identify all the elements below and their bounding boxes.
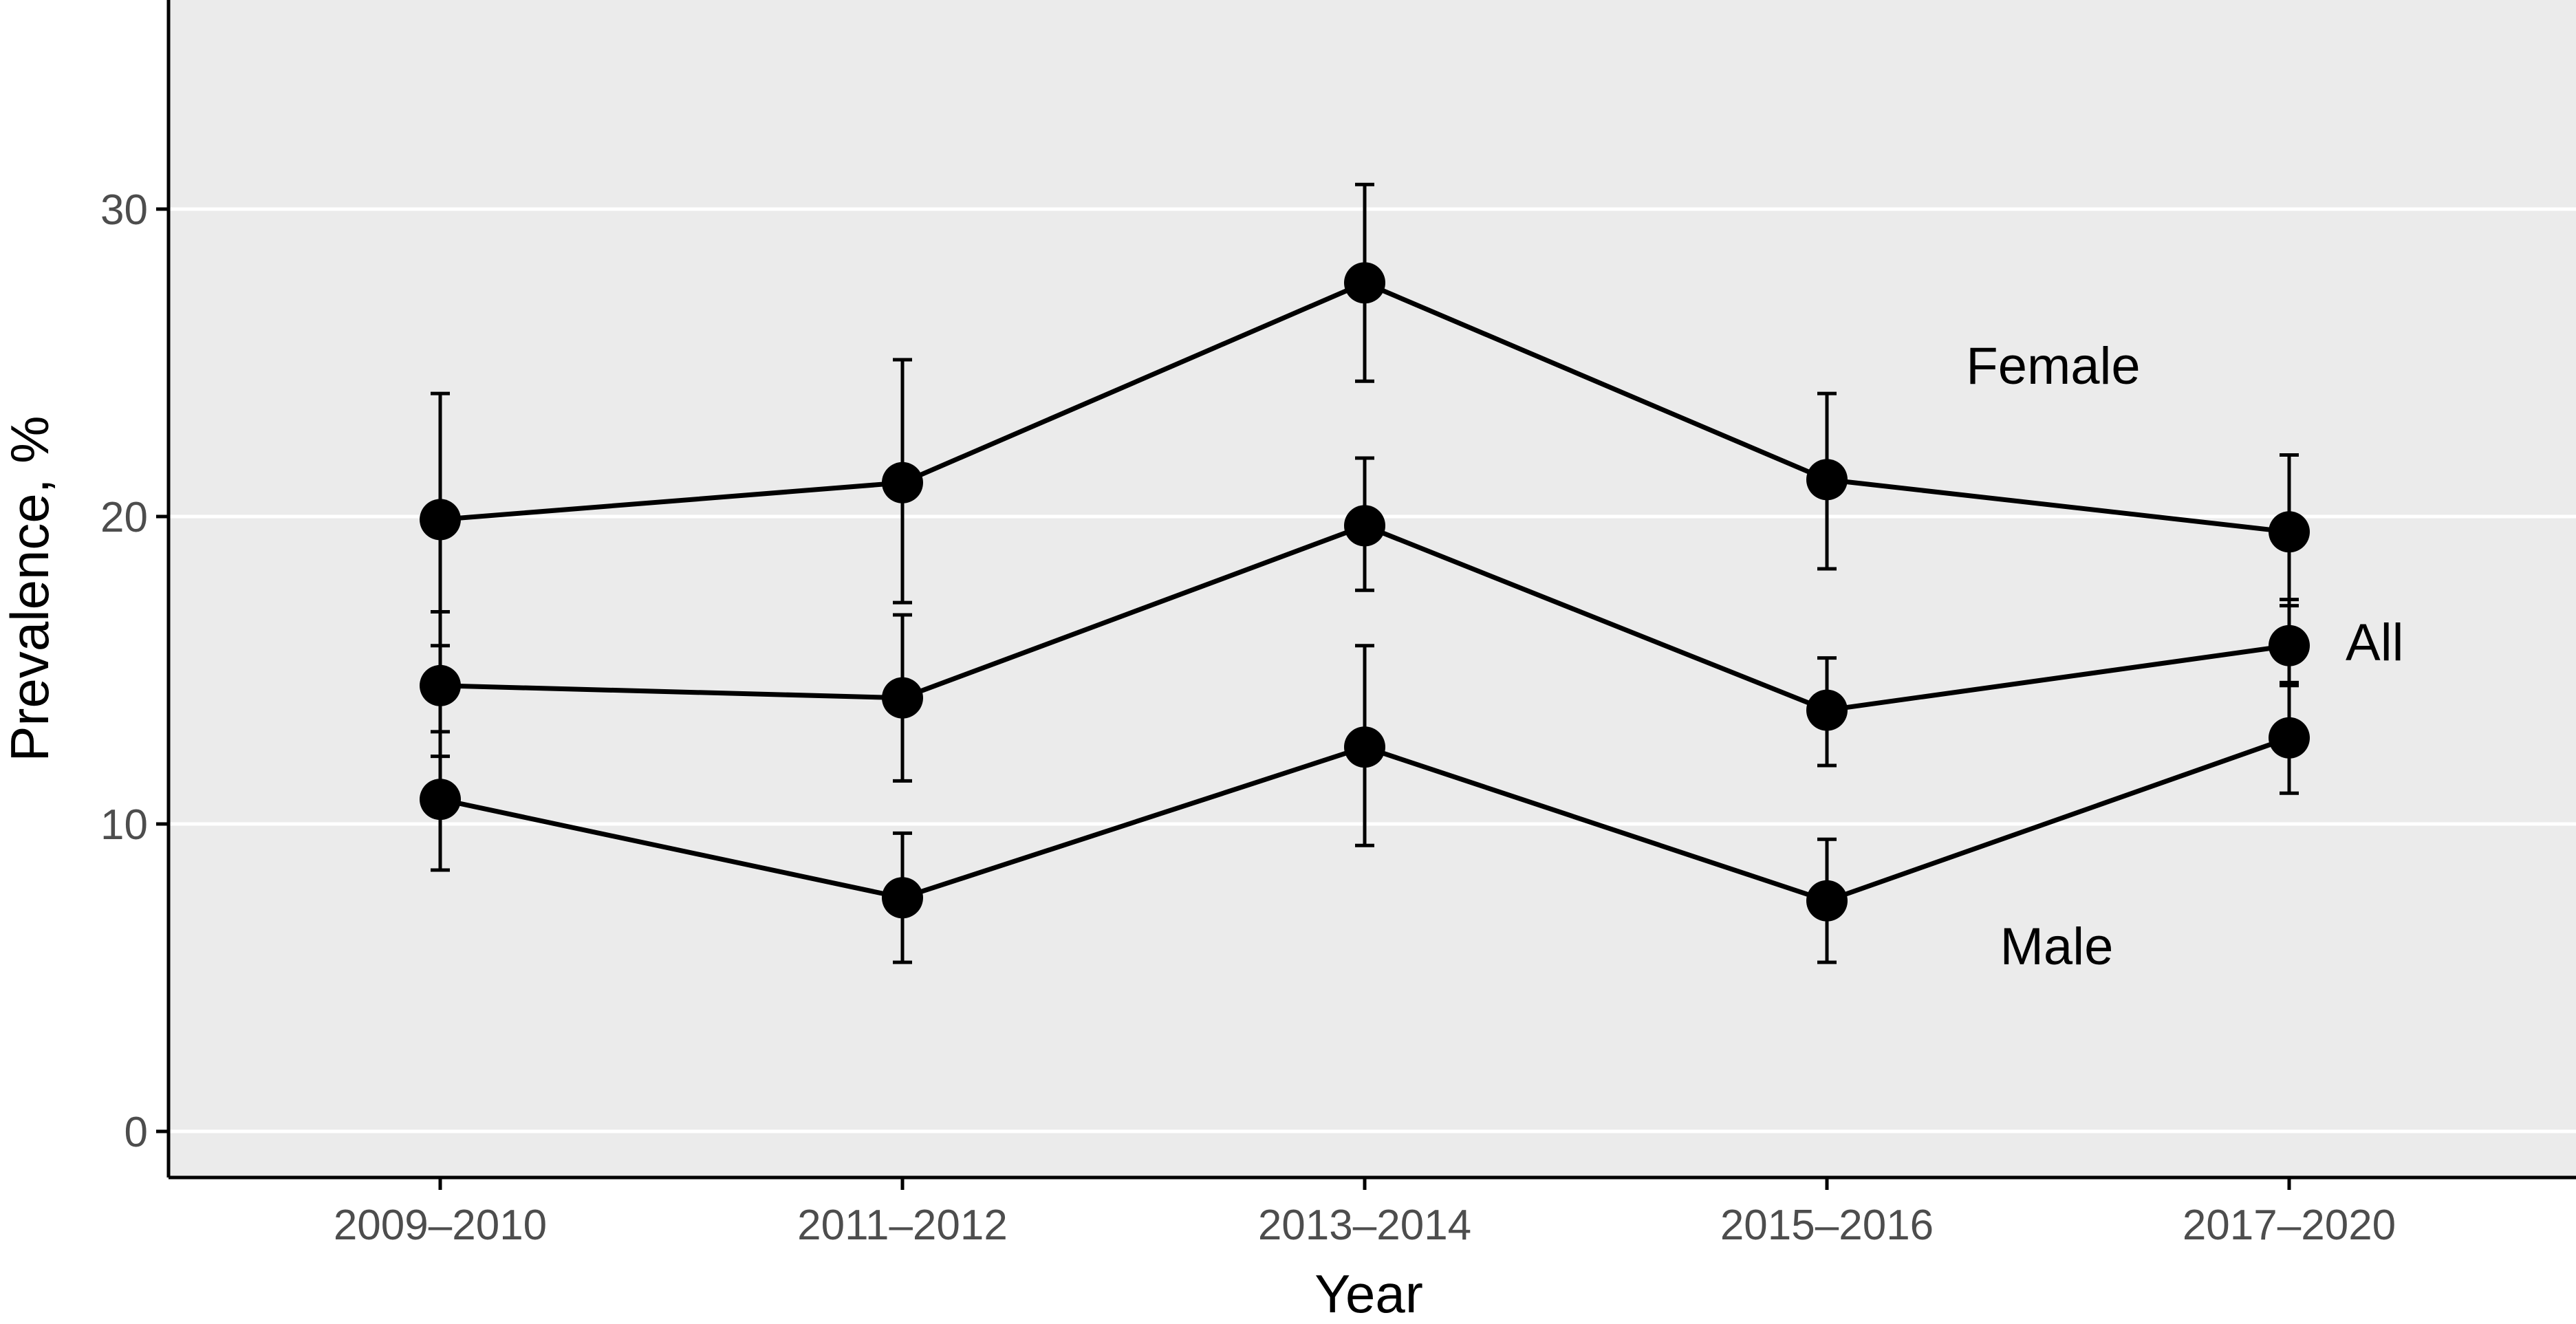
y-tick-label: 20 (100, 494, 148, 541)
x-tick-label: 2013–2014 (1258, 1202, 1471, 1249)
data-point-female (420, 499, 461, 541)
x-tick-label: 2015–2016 (1720, 1202, 1934, 1249)
y-tick-label: 0 (125, 1109, 148, 1156)
series-label-female: Female (1966, 337, 2140, 395)
x-axis: 2009–2010 2011–2012 2013–2014 2015–2016 2017… (334, 1178, 2396, 1249)
x-tick-label: 2011–2012 (797, 1202, 1008, 1249)
data-point-female (2269, 511, 2310, 553)
data-point-female (1344, 262, 1385, 304)
series-all (420, 456, 2310, 783)
series-female (420, 182, 2310, 648)
data-point-male (1806, 880, 1848, 922)
y-axis: 0 10 20 30 (100, 186, 169, 1156)
y-tick-label: 30 (100, 186, 148, 234)
series-label-male: Male (2000, 918, 2114, 976)
data-point-male (1344, 726, 1385, 768)
data-point-all (420, 664, 461, 706)
series-labels: Female All Male (1966, 337, 2403, 976)
data-point-female (882, 462, 923, 503)
y-tick-label: 10 (100, 801, 148, 849)
data-point-all (1344, 505, 1385, 547)
data-point-all (1806, 689, 1848, 731)
series-label-all: All (2346, 614, 2403, 672)
x-tick-label: 2017–2020 (2183, 1202, 2396, 1249)
series (420, 182, 2310, 964)
y-axis-title: Prevalence, % (0, 416, 60, 762)
data-point-male (2269, 717, 2310, 759)
x-tick-label: 2009–2010 (334, 1202, 547, 1249)
data-point-male (420, 779, 461, 821)
data-point-female (1806, 459, 1848, 501)
data-point-all (2269, 625, 2310, 666)
x-axis-title: Year (1314, 1263, 1423, 1324)
data-point-male (882, 877, 923, 919)
series-male (420, 644, 2310, 964)
data-point-all (882, 677, 923, 719)
